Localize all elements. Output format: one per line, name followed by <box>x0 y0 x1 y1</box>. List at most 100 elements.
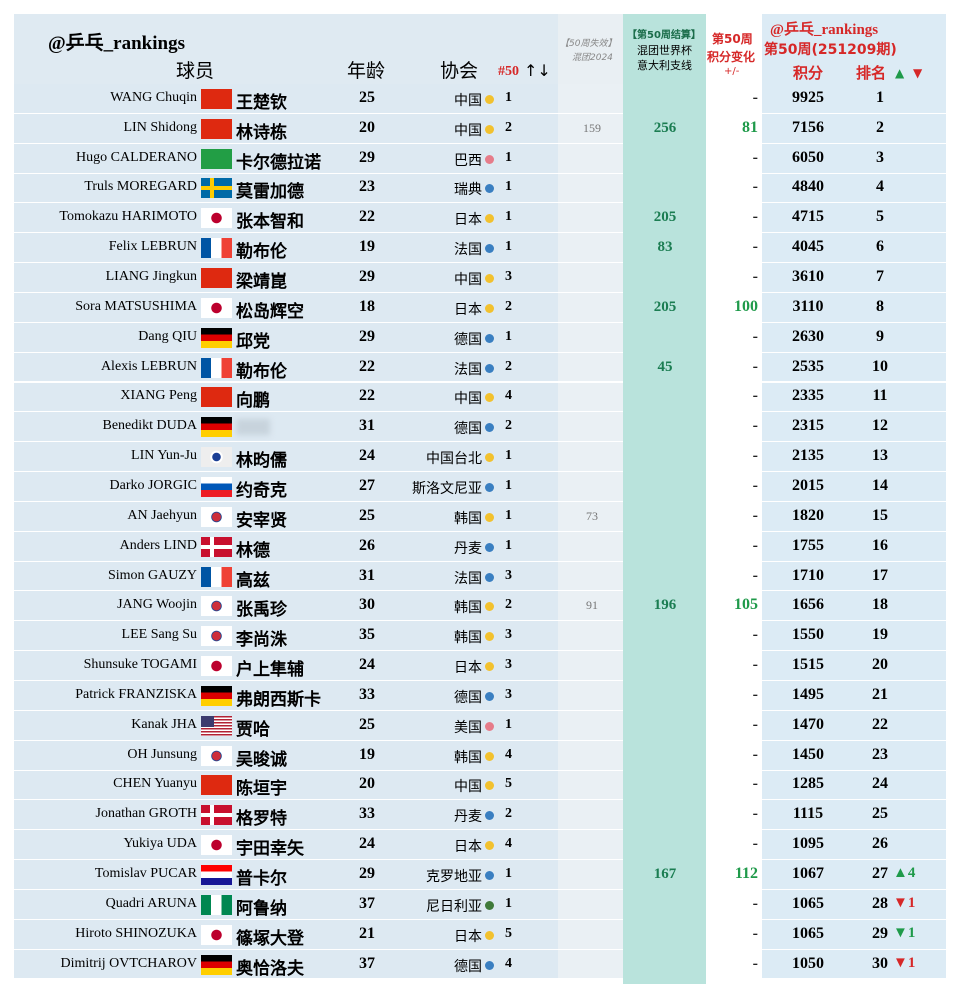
row-bg <box>558 949 623 979</box>
row-bg <box>706 830 762 860</box>
week-rank: 1 <box>505 149 512 165</box>
player-en: Sora MATSUSHIMA <box>75 298 197 314</box>
row-bg <box>558 263 623 292</box>
association-dot <box>485 333 494 343</box>
row-bg <box>558 442 623 472</box>
association-dot <box>485 363 494 373</box>
settled-points: 83 <box>657 239 673 256</box>
flag <box>201 88 232 109</box>
age: 37 <box>359 894 375 912</box>
rank: 7 <box>876 268 884 286</box>
row-bg <box>14 860 558 889</box>
week-rank: 3 <box>505 657 512 673</box>
association: 丹麦 <box>454 540 482 557</box>
flag <box>201 208 232 229</box>
rank: 26 <box>872 835 888 853</box>
rank: 11 <box>872 387 888 405</box>
association: 瑞典 <box>454 182 482 199</box>
flag <box>201 327 232 348</box>
row-bg <box>762 591 946 621</box>
association: 德国 <box>454 689 482 706</box>
player-cn: 林德 <box>236 540 270 561</box>
player-cn: 李尚洙 <box>236 630 287 651</box>
flag <box>201 715 232 736</box>
age: 24 <box>359 835 375 853</box>
age: 35 <box>359 626 375 644</box>
player-cn: 弗朗西斯卡 <box>236 689 321 710</box>
age: 29 <box>359 327 375 345</box>
row-bg <box>762 233 946 263</box>
points: 1550 <box>792 626 824 644</box>
association: 中国 <box>454 122 482 139</box>
row-bg <box>14 412 558 442</box>
week-rank: 1 <box>505 179 512 195</box>
player-en: Quadri ARUNA <box>105 895 197 911</box>
row-bg <box>706 919 762 949</box>
row-bg <box>762 113 946 143</box>
points-change: - <box>752 775 758 793</box>
flag <box>201 118 232 139</box>
week-rank: 4 <box>505 746 512 762</box>
row-bg <box>558 651 623 680</box>
row-bg <box>706 770 762 800</box>
row-bg <box>706 651 762 680</box>
player-en: LIN Shidong <box>123 119 198 135</box>
rank-change: ▼1 <box>893 924 916 941</box>
points: 2535 <box>792 357 824 375</box>
col-points: 积分 <box>793 64 824 82</box>
flag <box>201 536 232 557</box>
week-rank: 1 <box>505 448 512 464</box>
player-en: Tomislav PUCAR <box>94 866 197 882</box>
rank: 10 <box>872 357 888 375</box>
flag <box>201 178 232 199</box>
row-bg <box>558 292 623 322</box>
points: 1065 <box>792 894 824 912</box>
association: 法国 <box>454 361 482 378</box>
player-en: Simon GAUZY <box>107 567 197 583</box>
col-change: 积分变化 <box>707 50 756 64</box>
association-dot <box>485 453 494 463</box>
row-bg <box>14 889 558 919</box>
association-dot <box>485 214 494 224</box>
association: 尼日利亚 <box>426 898 482 915</box>
player-en: Hiroto SHINOZUKA <box>75 925 197 941</box>
row-bg <box>706 889 762 919</box>
association-dot <box>485 602 494 612</box>
association-dot <box>485 930 494 940</box>
week-rank: 4 <box>505 388 512 404</box>
player-cn: 卡尔德拉诺 <box>236 152 321 173</box>
points: 1710 <box>792 566 824 584</box>
row-bg <box>762 501 946 531</box>
player-en: Felix LEBRUN <box>108 239 197 255</box>
row-bg <box>762 889 946 919</box>
week-rank: 1 <box>505 239 512 255</box>
player-cn: 勒布伦 <box>236 242 287 263</box>
rank: 2 <box>876 118 884 136</box>
row-bg <box>14 651 558 680</box>
row-bg <box>558 800 623 830</box>
row-bg <box>706 710 762 740</box>
points: 3610 <box>792 268 824 286</box>
row-bg <box>706 263 762 292</box>
row-bg <box>14 143 558 173</box>
flag <box>201 238 232 259</box>
row-bg <box>706 621 762 651</box>
row-bg <box>558 561 623 591</box>
age: 22 <box>359 357 375 375</box>
rank: 3 <box>876 148 884 166</box>
row-bg <box>706 382 762 412</box>
age: 19 <box>359 745 375 763</box>
player-cn: 张本智和 <box>236 212 304 233</box>
player-en: CHEN Yuanyu <box>113 776 197 792</box>
row-bg <box>14 531 558 561</box>
points-change: - <box>752 685 758 703</box>
row-bg <box>14 830 558 860</box>
association: 巴西 <box>454 152 482 169</box>
row-bg <box>558 472 623 501</box>
row-bg <box>706 531 762 561</box>
row-bg <box>558 770 623 800</box>
flag <box>201 805 232 826</box>
row-bg <box>558 233 623 263</box>
row-bg <box>558 382 623 412</box>
row-bg <box>762 740 946 770</box>
